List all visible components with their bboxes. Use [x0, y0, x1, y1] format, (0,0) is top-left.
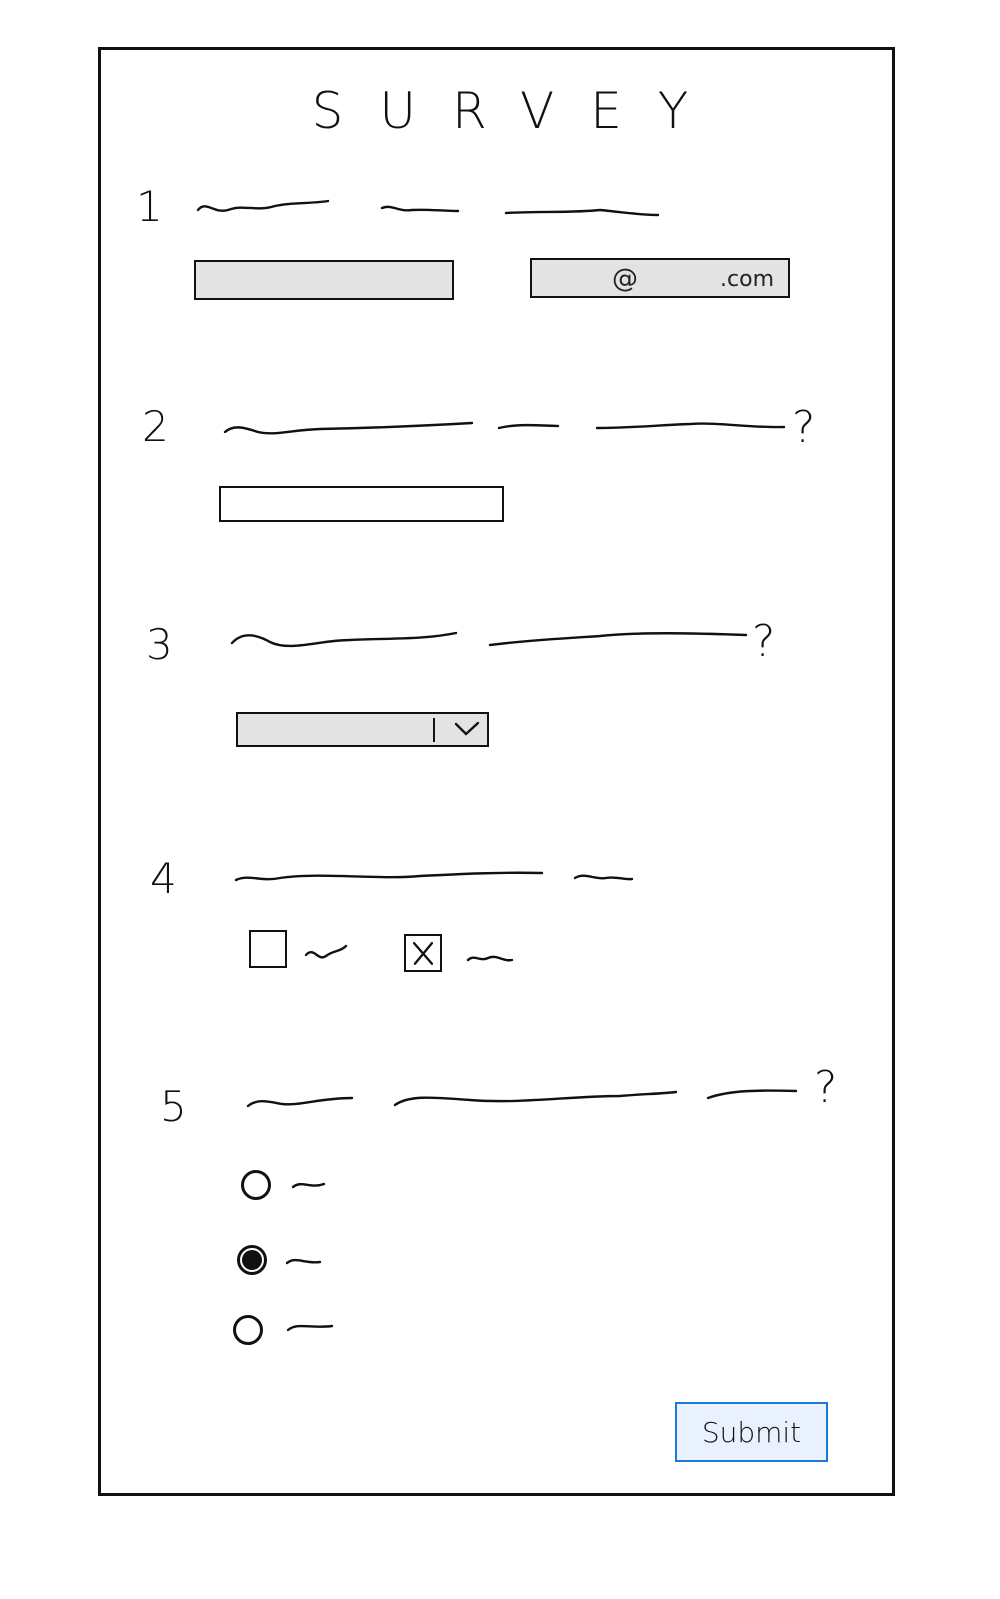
answer-3-dropdown[interactable]: [236, 712, 489, 747]
option-radio-3[interactable]: [233, 1315, 263, 1345]
answer-2-text-field[interactable]: [219, 486, 504, 522]
question-1-number: 1: [136, 182, 163, 231]
email-at-sign: @: [612, 264, 638, 294]
checkmark-x-icon: [412, 941, 434, 965]
radio-selected-dot: [242, 1250, 262, 1270]
question-2-mark: ?: [792, 402, 816, 453]
chevron-down-icon[interactable]: [452, 716, 482, 742]
option-radio-2-selected[interactable]: [237, 1245, 267, 1275]
option-radio-1[interactable]: [241, 1170, 271, 1200]
question-2-number: 2: [142, 402, 169, 451]
option-checkbox-1[interactable]: [249, 930, 287, 968]
question-5-number: 5: [160, 1082, 187, 1131]
question-4-number: 4: [150, 854, 177, 903]
option-checkbox-2-checked[interactable]: [404, 934, 442, 972]
question-5-mark: ?: [814, 1062, 838, 1113]
survey-title: SURVEY: [311, 82, 725, 140]
question-3-mark: ?: [752, 616, 776, 667]
email-domain-suffix: .com: [720, 267, 774, 292]
name-field[interactable]: [194, 260, 454, 300]
dropdown-divider: [433, 718, 435, 742]
question-3-number: 3: [146, 620, 173, 669]
email-field[interactable]: @ .com: [530, 258, 790, 298]
submit-button[interactable]: Submit: [675, 1402, 828, 1462]
